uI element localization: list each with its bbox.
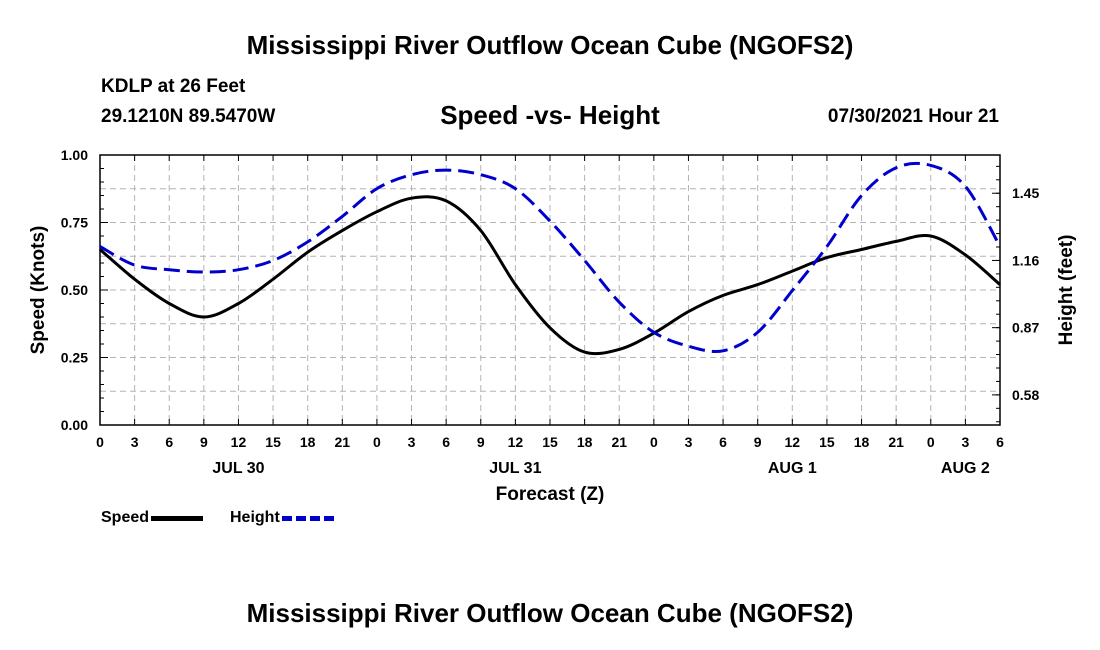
- series-line-height: [99, 161, 1002, 354]
- legend-speed-label: Speed: [101, 509, 150, 526]
- y-tick-label: 0.00: [61, 417, 88, 433]
- y-tick-label: 0.25: [61, 350, 88, 366]
- x-tick-label: 3: [685, 434, 693, 450]
- y-right-tick-label: 1.45: [1012, 185, 1039, 201]
- forecast-datetime: 07/30/2021 Hour 21: [827, 106, 999, 127]
- chart-main-title: Mississippi River Outflow Ocean Cube (NG…: [246, 30, 854, 60]
- x-tick-label: 12: [231, 434, 247, 450]
- x-tick-label: 6: [165, 434, 173, 450]
- x-tick-label: 0: [650, 434, 658, 450]
- x-date-label: JUL 30: [212, 460, 264, 477]
- x-date-label: AUG 1: [768, 460, 817, 477]
- y-tick-label: 0.50: [61, 282, 88, 298]
- x-tick-label: 9: [754, 434, 762, 450]
- x-tick-label: 6: [442, 434, 450, 450]
- x-tick-label: 3: [131, 434, 139, 450]
- x-tick-label: 21: [888, 434, 904, 450]
- x-tick-label: 0: [927, 434, 935, 450]
- legend-speed-swatch: [151, 515, 204, 521]
- y-right-axis-title: Height (feet): [1056, 235, 1077, 346]
- chart-subtitle: Speed -vs- Height: [440, 100, 660, 130]
- legend-height: Height: [230, 509, 334, 527]
- legend-height-label: Height: [230, 509, 280, 526]
- x-tick-label: 0: [373, 434, 381, 450]
- y-axis-title: Speed (Knots): [28, 226, 49, 355]
- legend-height-swatch: [281, 515, 334, 521]
- x-date-label: JUL 31: [489, 460, 541, 477]
- x-tick-label: 9: [477, 434, 485, 450]
- x-tick-label: 3: [408, 434, 416, 450]
- x-tick-label: 3: [961, 434, 969, 450]
- footer-title: Mississippi River Outflow Ocean Cube (NG…: [246, 598, 854, 628]
- y-right-tick-label: 0.87: [1012, 320, 1039, 336]
- x-tick-label: 21: [335, 434, 351, 450]
- y-tick-label: 0.75: [61, 215, 88, 231]
- x-tick-label: 9: [200, 434, 208, 450]
- x-tick-label: 18: [854, 434, 870, 450]
- x-tick-label: 18: [577, 434, 593, 450]
- legend-speed: Speed: [101, 509, 204, 527]
- x-tick-label: 12: [785, 434, 801, 450]
- x-tick-label: 18: [300, 434, 316, 450]
- x-tick-label: 15: [265, 434, 281, 450]
- station-coordinates: 29.1210N 89.5470W: [101, 106, 276, 127]
- series-line-speed: [99, 195, 1001, 356]
- x-tick-label: 12: [508, 434, 524, 450]
- station-label: KDLP at 26 Feet: [101, 76, 246, 97]
- y-right-tick-label: 1.16: [1012, 252, 1039, 268]
- x-tick-label: 6: [719, 434, 727, 450]
- x-axis-title: Forecast (Z): [496, 484, 605, 505]
- x-tick-label: 6: [996, 434, 1004, 450]
- y-right-tick-label: 0.58: [1012, 387, 1039, 403]
- x-tick-label: 15: [542, 434, 558, 450]
- x-date-label: AUG 2: [941, 460, 990, 477]
- x-tick-label: 0: [96, 434, 104, 450]
- x-tick-label: 15: [819, 434, 835, 450]
- x-tick-label: 21: [611, 434, 627, 450]
- y-tick-label: 1.00: [61, 147, 88, 163]
